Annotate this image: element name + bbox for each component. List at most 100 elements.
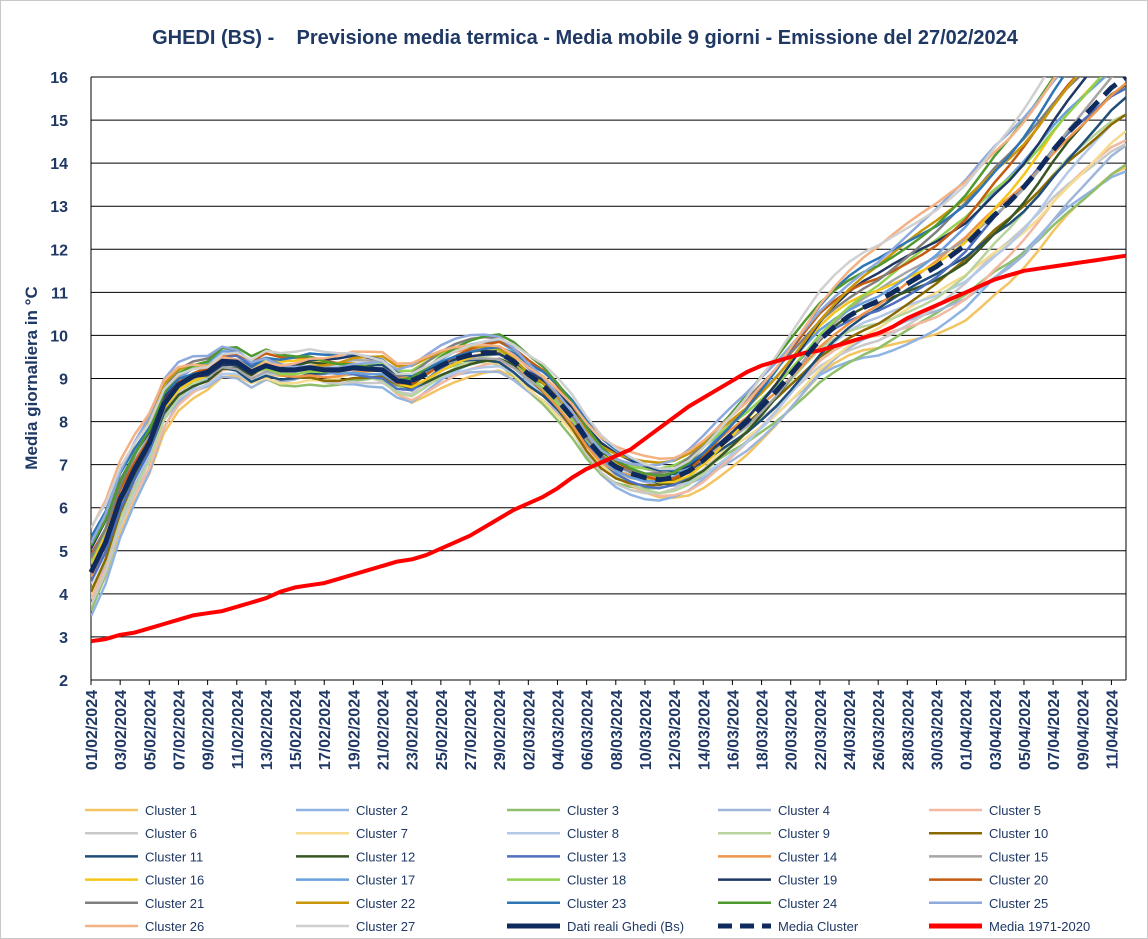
legend-label: Cluster 25 [989, 896, 1048, 911]
legend-label: Cluster 24 [778, 896, 837, 911]
y-tick-label: 9 [59, 372, 68, 389]
cluster-mean-line [410, 77, 1126, 483]
x-tick-label: 26/03/2024 [871, 690, 888, 770]
climatology-line [90, 253, 1127, 644]
x-tick-label: 11/04/2024 [1104, 690, 1121, 769]
x-tick-label: 14/03/2024 [696, 690, 713, 770]
x-tick-label: 02/03/2024 [521, 690, 538, 770]
x-tick-label: 05/04/2024 [1017, 690, 1034, 770]
legend-label: Cluster 13 [567, 849, 626, 864]
y-tick-label: 10 [50, 328, 68, 345]
y-tick-label: 16 [50, 70, 68, 87]
legend-label: Media 1971-2020 [989, 919, 1090, 934]
y-tick-label: 6 [59, 501, 68, 518]
x-tick-label: 16/03/2024 [725, 690, 742, 770]
y-tick-label: 7 [59, 458, 68, 475]
cluster-line [91, 83, 1126, 574]
x-tick-label: 30/03/2024 [929, 690, 946, 770]
x-tick-label: 20/03/2024 [784, 690, 801, 770]
legend-label: Cluster 1 [145, 803, 197, 818]
cluster-line [91, 82, 1126, 578]
cluster-line [91, 77, 1114, 563]
x-tick-label: 03/02/2024 [113, 690, 130, 770]
cluster-lines [91, 77, 1126, 617]
x-tick-label: 27/02/2024 [463, 690, 480, 770]
x-tick-label: 13/02/2024 [259, 690, 276, 770]
x-tick-label: 21/02/2024 [376, 690, 393, 770]
x-tick-label: 01/04/2024 [959, 690, 976, 770]
x-tick-label: 25/02/2024 [434, 690, 451, 770]
x-tick-label: 07/02/2024 [171, 690, 188, 770]
cluster-line [91, 112, 1126, 585]
y-tick-labels: 2 3 4 5 6 7 8 9 10 11 12 13 14 15 16 [50, 70, 68, 690]
legend-label: Cluster 8 [567, 826, 619, 841]
y-tick-label: 5 [59, 544, 68, 561]
x-tick-label: 22/03/2024 [813, 690, 830, 770]
cluster-line [91, 96, 1126, 579]
legend-label: Cluster 23 [567, 896, 626, 911]
observed-line [88, 358, 413, 574]
x-tick-label: 19/02/2024 [346, 690, 363, 770]
legend-label: Cluster 22 [356, 896, 415, 911]
chart-title: GHEDI (BS) - Previsione media termica - … [152, 27, 1019, 49]
x-tick-label: 24/03/2024 [842, 690, 859, 770]
cluster-line [91, 77, 1103, 564]
cluster-line [91, 77, 1103, 562]
legend-label: Cluster 17 [356, 873, 415, 888]
legend-label: Cluster 12 [356, 849, 415, 864]
x-tick-label: 08/03/2024 [609, 690, 626, 770]
cluster-line [91, 87, 1126, 582]
x-tick-label: 10/03/2024 [638, 690, 655, 770]
x-tick-label: 17/02/2024 [317, 690, 334, 770]
legend-label: Cluster 7 [356, 826, 408, 841]
x-tick-label: 12/03/2024 [667, 690, 684, 770]
x-tick-label: 28/03/2024 [900, 690, 917, 770]
y-tick-label: 2 [59, 673, 68, 690]
legend-label: Dati reali Ghedi (Bs) [567, 919, 684, 934]
legend-label: Cluster 10 [989, 826, 1048, 841]
legend-label: Cluster 4 [778, 803, 830, 818]
legend-label: Cluster 20 [989, 873, 1048, 888]
x-tick-label: 18/03/2024 [755, 690, 772, 770]
legend-label: Cluster 21 [145, 896, 204, 911]
x-tick-label: 09/02/2024 [201, 690, 218, 770]
legend-label: Cluster 26 [145, 919, 204, 934]
x-tick-label: 01/02/2024 [84, 690, 101, 770]
legend-label: Cluster 19 [778, 873, 837, 888]
x-tick-label: 07/04/2024 [1046, 690, 1063, 770]
y-tick-label: 15 [50, 113, 68, 130]
x-tick-label: 11/02/2024 [230, 690, 247, 769]
legend-label: Cluster 16 [145, 873, 204, 888]
x-tick-label: 15/02/2024 [288, 690, 305, 770]
y-tick-label: 8 [59, 415, 68, 432]
y-axis-label: Media giornaliera in °C [22, 286, 41, 469]
x-tick-labels: 01/02/2024 03/02/2024 05/02/2024 07/02/2024… [84, 680, 1121, 770]
x-tick-label: 29/02/2024 [492, 690, 509, 770]
cluster-line [91, 130, 1126, 595]
x-tick-label: 06/03/2024 [580, 690, 597, 770]
y-tick-label: 12 [50, 242, 68, 259]
legend-label: Cluster 9 [778, 826, 830, 841]
x-tick-label: 23/02/2024 [405, 690, 422, 770]
y-tick-label: 14 [50, 156, 68, 173]
legend-label: Cluster 2 [356, 803, 408, 818]
cluster-line [91, 77, 1046, 529]
legend: Cluster 1 Cluster 2 Cluster 3 Cluster 4 Clus… [85, 803, 1090, 934]
legend-label: Cluster 18 [567, 873, 626, 888]
y-tick-label: 4 [59, 587, 68, 604]
legend-label: Cluster 27 [356, 919, 415, 934]
x-tick-label: 05/02/2024 [142, 690, 159, 770]
x-tick-label: 04/03/2024 [550, 690, 567, 770]
legend-label: Cluster 15 [989, 849, 1048, 864]
legend-label: Cluster 5 [989, 803, 1041, 818]
legend-label: Cluster 3 [567, 803, 619, 818]
y-tick-label: 13 [50, 199, 68, 216]
legend-label: Media Cluster [778, 919, 859, 934]
y-tick-label: 3 [59, 630, 68, 647]
legend-label: Cluster 6 [145, 826, 197, 841]
x-tick-label: 03/04/2024 [988, 690, 1005, 770]
y-tick-label: 11 [51, 285, 68, 302]
x-tick-label: 09/04/2024 [1075, 690, 1092, 770]
legend-label: Cluster 14 [778, 849, 837, 864]
